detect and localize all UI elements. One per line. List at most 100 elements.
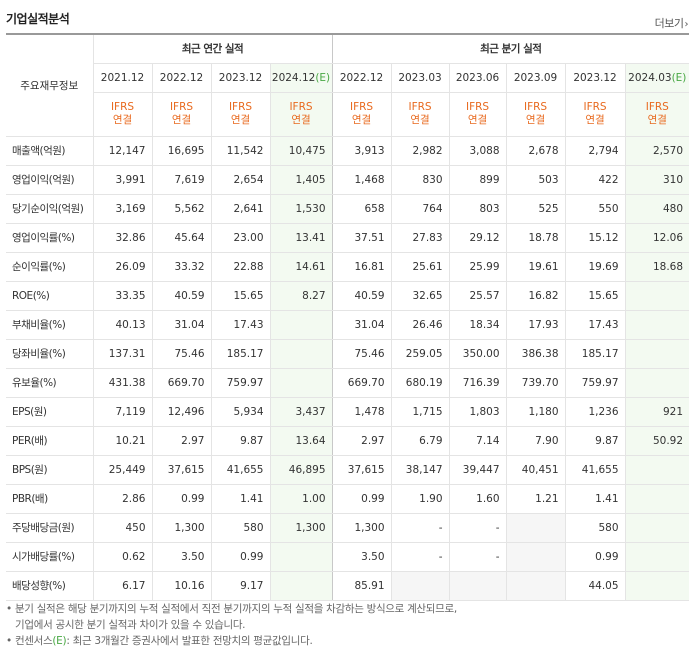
table-cell: 1.41: [210, 484, 270, 514]
ifrs-label: IFRS 연결: [92, 92, 152, 137]
ifrs-line2: 연결: [525, 114, 546, 126]
ifrs-line1: IFRS: [583, 101, 607, 113]
table-cell: 2.86: [92, 484, 152, 514]
table-row: 부채비율(%) 40.13 31.04 17.43 31.04 26.46 18.34 17.…: [6, 310, 690, 340]
table-cell: 3,169: [92, 194, 152, 224]
table-cell: 37,615: [151, 455, 211, 485]
table-row: 주당배당금(원) 450 1,300 580 1,300 1,300- -580: [6, 512, 690, 543]
table-cell: 3,991: [92, 165, 152, 195]
period-header: 2021.12: [92, 63, 152, 93]
ifrs-line1: IFRS: [645, 101, 669, 113]
table-cell: 39,447: [448, 455, 507, 485]
footnote-2-suffix: : 최근 3개월간 증권사에서 발표한 전망치의 평균값입니다.: [66, 635, 313, 647]
footnote-1: • 분기 실적은 해당 분기까지의 누적 실적에서 직전 분기까지의 누적 실적…: [6, 603, 457, 615]
row-label: 매출액(억원): [6, 135, 93, 166]
header-period-row: 2021.12 2022.12 2023.12 2024.12(E) 2022.12 20…: [6, 63, 690, 93]
table-cell: 739.70: [505, 368, 566, 398]
ifrs-line1: IFRS: [169, 101, 194, 113]
ifrs-line1: IFRS: [110, 101, 135, 113]
table-cell: 803: [448, 194, 507, 224]
ifrs-line2: 연결: [230, 114, 251, 126]
table-row: 순이익률(%) 26.09 33.32 22.88 14.61 16.81 25.61 25.…: [6, 252, 690, 282]
table-cell: [624, 571, 690, 601]
table-cell: [624, 542, 690, 572]
period-label: 2024.12: [271, 71, 316, 84]
period-header: 2023.12: [564, 63, 626, 93]
row-label: 순이익률(%): [6, 252, 93, 282]
period-label: 2023.09: [513, 71, 558, 84]
table-cell: 2.97: [331, 426, 392, 456]
ifrs-line2: 연결: [112, 114, 133, 126]
table-cell: 50.92: [624, 426, 690, 456]
table-cell: 32.86: [92, 222, 152, 253]
table-cell: 1.21: [505, 484, 566, 514]
ifrs-line2: 연결: [410, 114, 430, 126]
table-cell: 580: [564, 512, 626, 543]
table-cell: 759.97: [564, 368, 626, 398]
table-cell: [624, 368, 690, 398]
table-cell: 2.97: [151, 426, 211, 456]
row-header: 주요재무정보: [6, 33, 93, 137]
table-cell: 13.41: [269, 222, 333, 253]
row-label: PER(배): [6, 426, 93, 456]
table-cell: 22.88: [210, 252, 270, 282]
table-cell: 716.39: [448, 368, 507, 398]
table-cell: 25,449: [92, 455, 152, 485]
table-cell: 350.00: [448, 339, 507, 369]
table-row: 유보율(%) 431.38 669.70 759.97 669.70 680.19 716.…: [6, 368, 690, 398]
table-cell: [624, 310, 690, 340]
table-cell: 25.61: [390, 252, 450, 282]
table-cell: 1,530: [269, 194, 333, 224]
table-cell: [269, 368, 333, 398]
period-header: 2024.12(E): [269, 63, 333, 93]
table-cell: [269, 310, 333, 340]
table-row: 배당성향(%) 6.17 10.16 9.17 85.91 44.05: [6, 571, 690, 601]
table-cell: 1,803: [448, 396, 507, 427]
table-cell: [624, 455, 690, 485]
table-cell: 2,654: [210, 165, 270, 195]
period-label: 2021.12: [100, 71, 145, 84]
table-row: 시가배당률(%) 0.62 3.50 0.99 3.50- -0.99: [6, 542, 690, 572]
table-cell: 15.65: [564, 281, 626, 311]
table-cell: 44.05: [564, 571, 626, 601]
table-cell: 13.64: [269, 426, 333, 456]
table-cell: 85.91: [331, 571, 392, 601]
table-cell: [269, 571, 333, 601]
table-cell: 33.35: [92, 281, 152, 311]
ifrs-line2: 연결: [585, 114, 605, 126]
table-cell: 12,496: [151, 396, 211, 427]
section-header: 기업실적분석 더보기›: [0, 0, 694, 34]
ifrs-line2: 연결: [647, 114, 667, 126]
ifrs-label: IFRS 연결: [210, 92, 270, 137]
table-cell: 680.19: [390, 368, 450, 398]
table-cell: 669.70: [331, 368, 392, 398]
table-cell: 185.17: [564, 339, 626, 369]
table-cell: 41,655: [210, 455, 270, 485]
table-cell: 6.17: [92, 571, 152, 601]
table-cell: 3,437: [269, 396, 333, 427]
table-row: 매출액(억원) 12,147 16,695 11,542 10,475 3,913 2,98…: [6, 135, 690, 166]
ifrs-line1: IFRS: [465, 101, 490, 113]
table-cell: 9.17: [210, 571, 270, 601]
table-cell: 386.38: [505, 339, 566, 369]
group-annual: 최근 연간 실적: [92, 33, 333, 64]
table-cell: 10.21: [92, 426, 152, 456]
ifrs-line1: IFRS: [228, 101, 253, 113]
more-link[interactable]: 더보기›: [655, 15, 689, 31]
table-cell: -: [390, 512, 450, 543]
table-cell: 1,236: [564, 396, 626, 427]
period-label: 2023.06: [455, 71, 500, 84]
table-cell: 17.93: [505, 310, 566, 340]
table-cell: 5,562: [151, 194, 211, 224]
table-cell: -: [448, 542, 507, 572]
table-cell: 15.12: [564, 222, 626, 253]
row-label: BPS(원): [6, 455, 93, 485]
ifrs-label: IFRS 연결: [564, 92, 626, 137]
table-cell: 10,475: [269, 135, 333, 166]
table-row: PBR(배) 2.86 0.99 1.41 1.00 0.99 1.90 1.60 1.21 1.…: [6, 484, 690, 514]
period-label: 2022.12: [339, 71, 384, 84]
row-label: 부채비율(%): [6, 310, 93, 340]
table-cell: 764: [390, 194, 450, 224]
period-header: 2022.12: [331, 63, 392, 93]
table-cell: 7,619: [151, 165, 211, 195]
